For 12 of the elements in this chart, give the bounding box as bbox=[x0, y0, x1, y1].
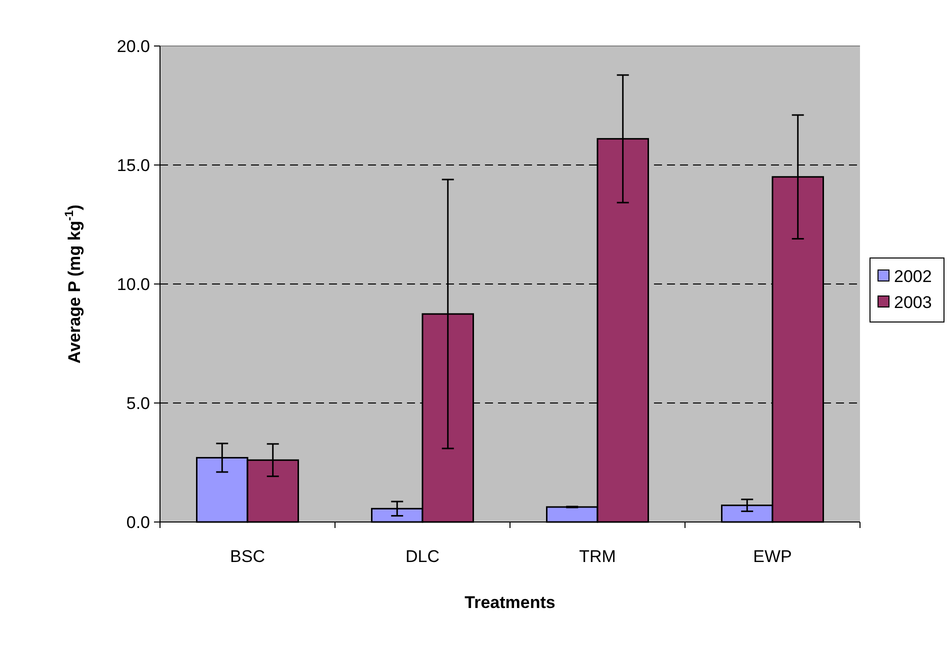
y-tick-label: 20.0 bbox=[116, 36, 150, 56]
legend-label: 2002 bbox=[894, 266, 932, 286]
x-tick-label: TRM bbox=[579, 547, 616, 566]
y-tick-label: 0.0 bbox=[126, 512, 150, 532]
x-tick-label: DLC bbox=[405, 547, 440, 566]
y-tick-label: 15.0 bbox=[116, 156, 150, 175]
y-tick-label: 10.0 bbox=[116, 274, 150, 294]
x-tick-label: BSC bbox=[230, 547, 265, 566]
x-axis-title: Treatments bbox=[464, 593, 556, 612]
y-tick-label: 5.0 bbox=[126, 394, 150, 413]
x-tick-label: EWP bbox=[753, 547, 792, 566]
legend-label: 2003 bbox=[894, 292, 932, 312]
